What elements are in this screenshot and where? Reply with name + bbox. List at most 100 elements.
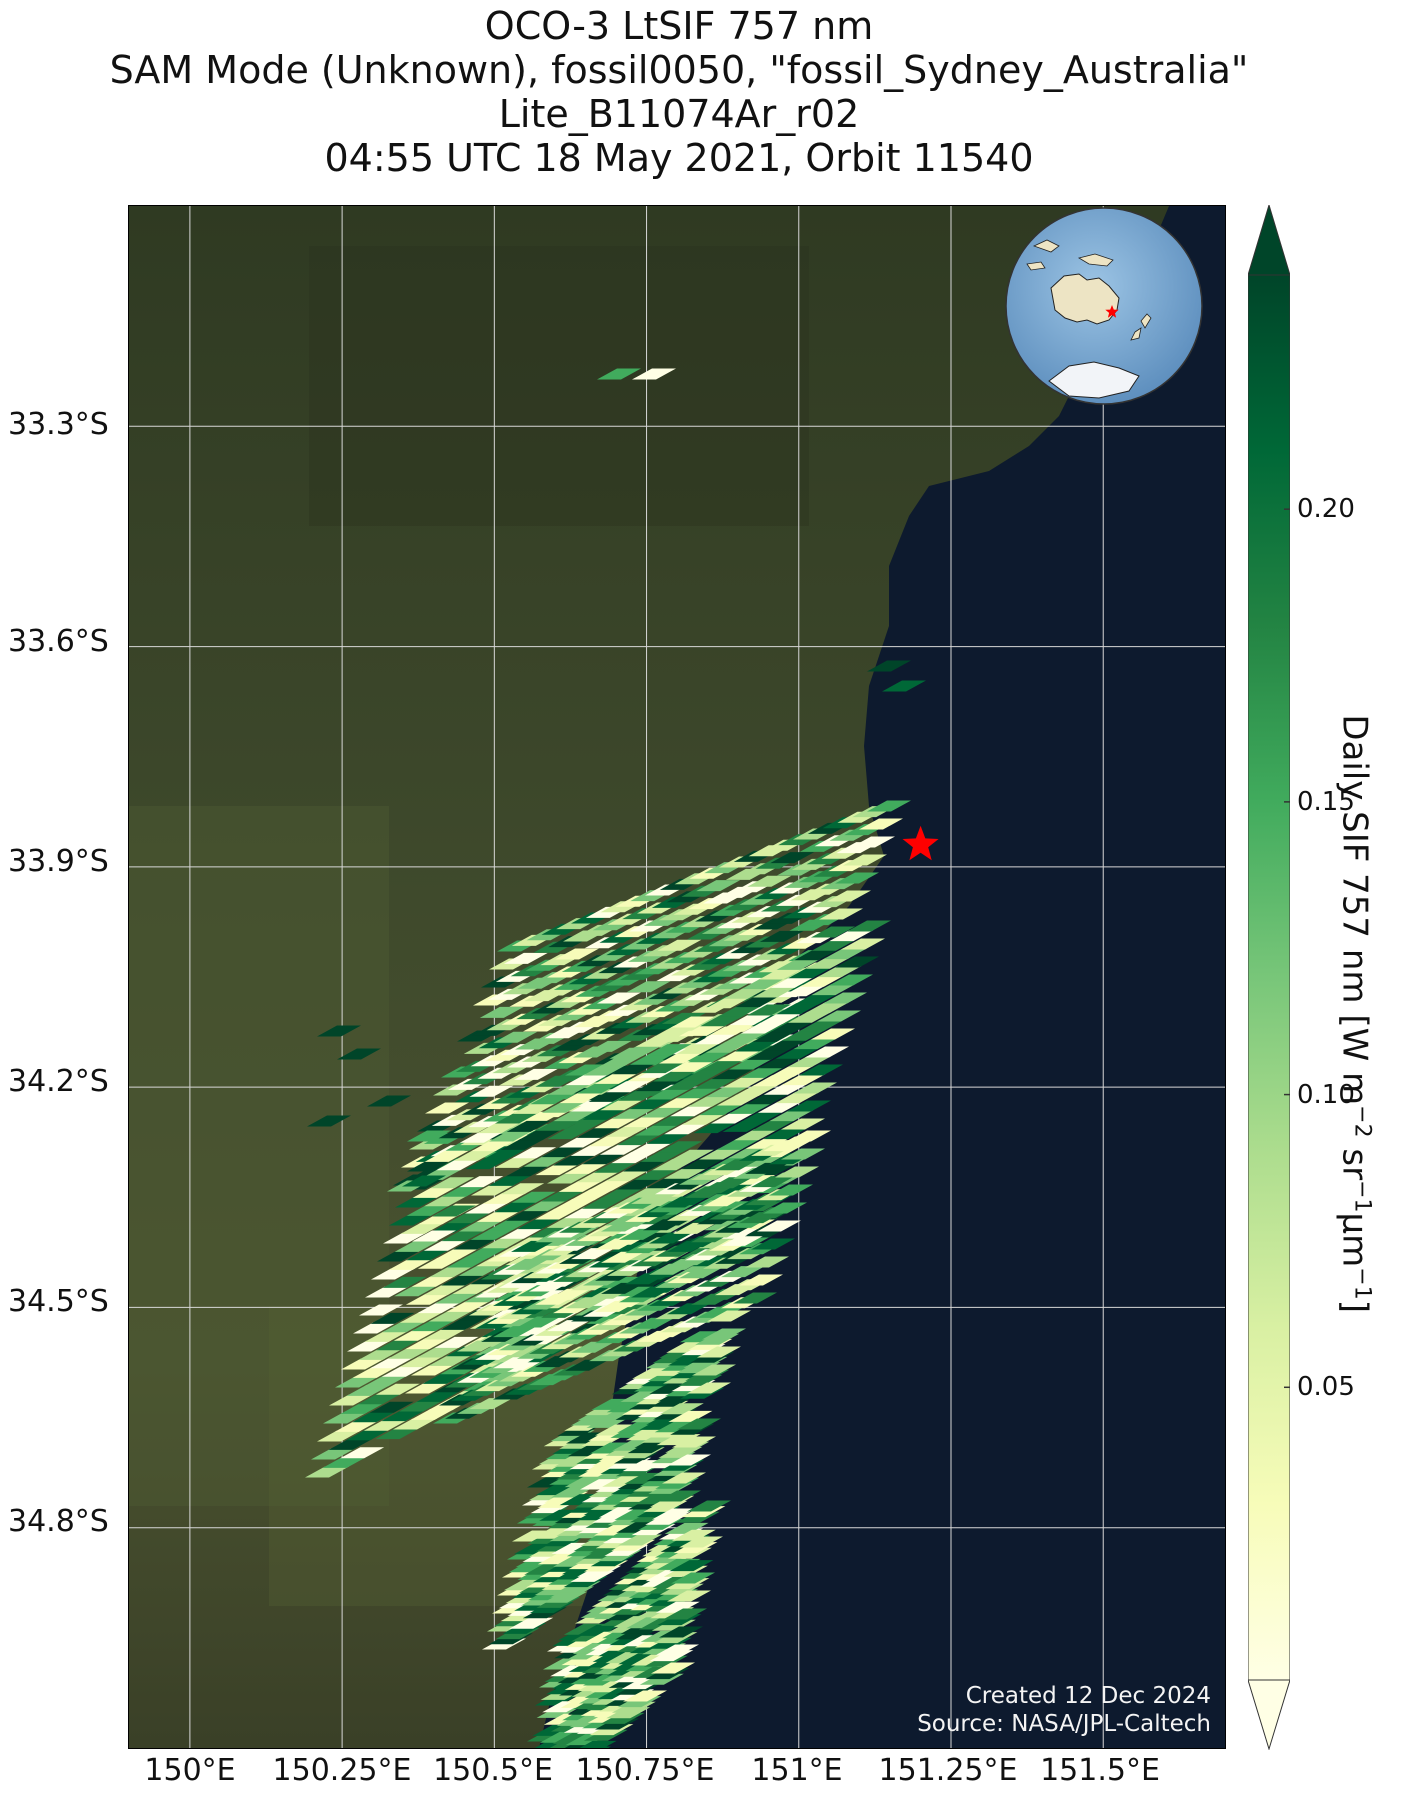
lat-label-33-6: 33.6°S (8, 624, 109, 659)
sif-footprint-388 (805, 957, 850, 969)
colorbar-body (1248, 274, 1290, 1681)
sif-footprint-659 (739, 1155, 784, 1167)
sif-footprint-423 (582, 1108, 627, 1120)
sif-footprint-692 (428, 1354, 473, 1366)
sif-footprint-853 (775, 1166, 819, 1178)
sif-footprint-577 (652, 1159, 697, 1171)
sif-footprint-343 (407, 1160, 451, 1172)
sif-footprint-1003 (565, 1359, 609, 1371)
sif-footprint-433 (758, 1012, 803, 1024)
sif-footprint-712 (334, 1420, 379, 1432)
sif-footprint-522 (558, 1180, 603, 1192)
sif-footprint-945 (751, 1238, 795, 1250)
sif-footprint-464 (394, 1240, 439, 1252)
sif-footprint-602 (663, 1167, 708, 1179)
sif-footprint-603 (681, 1158, 726, 1170)
sif-footprint-54 (555, 948, 599, 960)
sif-footprint-373 (506, 1120, 551, 1132)
sif-footprint-419 (494, 1156, 539, 1168)
sif-footprint-1495 (882, 680, 926, 692)
sif-footprint-456 (717, 1050, 762, 1062)
sif-footprint-558 (763, 1083, 808, 1095)
sif-footprint-566 (458, 1264, 503, 1276)
title-line-4: 04:55 UTC 18 May 2021, Orbit 11540 (324, 136, 1034, 180)
sif-footprint-595 (540, 1234, 585, 1246)
sif-footprint-481 (729, 1058, 773, 1070)
indonesia-shape (1026, 239, 1060, 271)
target-star-icon (902, 825, 939, 861)
sif-footprint-553 (658, 1141, 703, 1153)
sif-footprint-157 (626, 981, 671, 993)
sif-footprint-763 (375, 1428, 420, 1440)
sif-footprint-416 (424, 1195, 469, 1207)
sif-footprint-905 (517, 1316, 561, 1328)
colorbar-tick-0-20: 0.20 (1297, 494, 1355, 525)
lon-label-150-75: 150.75°E (575, 1753, 715, 1788)
sif-footprint-403 (641, 1062, 686, 1074)
sif-footprint-551 (623, 1160, 667, 1172)
sif-footprint-358 (706, 997, 751, 1009)
created-date: Created 12 Dec 2024 (965, 1683, 1211, 1709)
land-patch-west (129, 806, 389, 1506)
sif-footprint-1152 (656, 1434, 701, 1446)
sif-footprint-390 (841, 938, 885, 950)
sif-footprint-467 (465, 1202, 509, 1214)
sif-footprint-528 (664, 1123, 709, 1135)
sif-footprint-506 (723, 1076, 767, 1088)
sif-footprint-512 (365, 1286, 409, 1298)
sif-footprint-496 (547, 1172, 591, 1184)
sif-footprint-380 (647, 1044, 692, 1056)
sif-footprint-372 (489, 1130, 533, 1142)
sif-footprint-1314 (671, 1529, 716, 1541)
sif-footprint-447 (559, 1136, 603, 1148)
sif-footprint-408 (729, 1014, 774, 1026)
sif-footprint-516 (453, 1238, 497, 1250)
colorbar-tick-0-05: 0.05 (1297, 1372, 1355, 1403)
sif-footprint-402 (606, 1081, 651, 1093)
sif-footprint-765 (410, 1408, 455, 1420)
sif-footprint-471 (553, 1154, 597, 1166)
sif-footprint-344 (424, 1150, 469, 1162)
sif-footprint-571 (546, 1216, 591, 1228)
lon-label-150-25: 150.25°E (272, 1753, 412, 1788)
sif-footprint-530 (699, 1104, 744, 1116)
sif-footprint-1486 (337, 1048, 381, 1060)
sif-footprint-930 (547, 1320, 591, 1332)
sif-footprint-418 (459, 1176, 504, 1188)
sif-footprint-614 (411, 1320, 456, 1332)
colorbar-label-end: ] (1334, 1299, 1375, 1313)
sif-footprint-688 (340, 1402, 385, 1414)
sif-footprint-534 (769, 1065, 814, 1077)
new-zealand-shape (1130, 313, 1152, 341)
sif-footprint-446 (541, 1146, 586, 1158)
sif-footprint-510 (793, 1038, 838, 1050)
sif-footprint-633 (745, 1137, 790, 1149)
sif-footprint-1479 (623, 1690, 667, 1702)
sif-footprint-233 (661, 1012, 706, 1024)
sif-footprint-477 (658, 1096, 703, 1108)
sif-footprint-443 (488, 1174, 533, 1186)
sif-footprint-384 (735, 996, 780, 1008)
sif-footprint-405 (676, 1042, 721, 1054)
sif-footprint-397 (518, 1129, 563, 1141)
sif-footprint-1493 (412, 1230, 456, 1242)
sif-footprint-736 (346, 1429, 391, 1441)
sif-footprint-422 (565, 1118, 609, 1130)
sif-footprint-545 (517, 1218, 562, 1230)
sif-footprint-398 (535, 1119, 580, 1131)
sif-footprint-434 (776, 1003, 821, 1015)
sif-footprint-806 (763, 1140, 807, 1152)
sif-footprint-689 (358, 1393, 403, 1405)
sif-footprint-540 (429, 1266, 474, 1278)
sif-footprint-1265 (618, 1534, 662, 1546)
sif-footprint-612 (376, 1339, 421, 1351)
sif-footprint-410 (782, 985, 827, 997)
sif-footprint-562 (370, 1312, 415, 1324)
sif-footprint-740 (416, 1390, 461, 1402)
sif-footprint-985 (631, 1317, 675, 1329)
sif-footprint-523 (576, 1171, 621, 1183)
sif-footprint-66 (747, 875, 792, 887)
sif-footprint-514 (417, 1257, 462, 1269)
sif-footprint-490 (423, 1239, 468, 1251)
sif-footprint-500 (617, 1134, 662, 1146)
